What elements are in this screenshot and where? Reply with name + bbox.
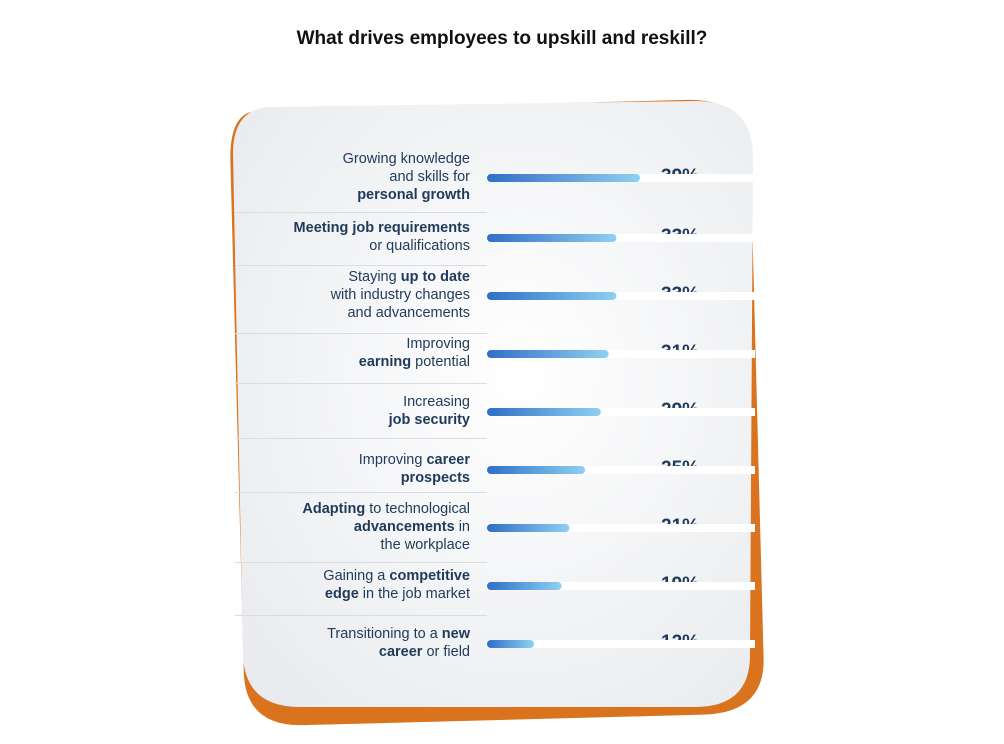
chart-title: What drives employees to upskill and res… bbox=[296, 28, 708, 49]
row-divider bbox=[235, 492, 487, 493]
row-divider bbox=[235, 615, 487, 616]
category-label: Transitioning to a new career or field bbox=[327, 626, 470, 660]
bars-layer bbox=[487, 174, 755, 648]
row-divider bbox=[235, 212, 487, 213]
category-label: Growing knowledge and skills for personal … bbox=[342, 151, 470, 203]
category-label: Improving earning potential bbox=[358, 336, 470, 370]
bar-track bbox=[487, 234, 755, 242]
bar bbox=[487, 466, 586, 474]
row-divider bbox=[235, 562, 487, 563]
bar bbox=[487, 408, 601, 416]
bar bbox=[487, 640, 535, 648]
bar-track bbox=[487, 582, 755, 590]
category-label: Meeting job requirements or qualification… bbox=[293, 220, 470, 254]
category-label: Improving career prospects bbox=[358, 452, 470, 486]
row-divider bbox=[235, 383, 487, 384]
bar-track bbox=[487, 408, 755, 416]
bar bbox=[487, 524, 570, 532]
card-face bbox=[233, 101, 753, 707]
bar-track bbox=[487, 640, 755, 648]
category-label: Staying up to date with industry changes a… bbox=[330, 269, 470, 321]
row-divider bbox=[235, 438, 487, 439]
bar bbox=[487, 174, 640, 182]
bar bbox=[487, 234, 617, 242]
bar-track bbox=[487, 466, 755, 474]
bar-track bbox=[487, 524, 755, 532]
bar-track bbox=[487, 292, 755, 300]
category-label: Gaining a competitive edge in the job mar… bbox=[323, 568, 470, 602]
category-label: Increasing job security bbox=[388, 394, 470, 428]
category-label: Adapting to technological advancements in… bbox=[302, 501, 470, 553]
row-divider bbox=[235, 265, 487, 266]
row-divider bbox=[235, 333, 487, 334]
bar bbox=[487, 292, 617, 300]
bar-track bbox=[487, 350, 755, 358]
bar bbox=[487, 350, 609, 358]
bar bbox=[487, 582, 562, 590]
chart-card: Growing knowledge and skills for personal … bbox=[225, 95, 765, 726]
